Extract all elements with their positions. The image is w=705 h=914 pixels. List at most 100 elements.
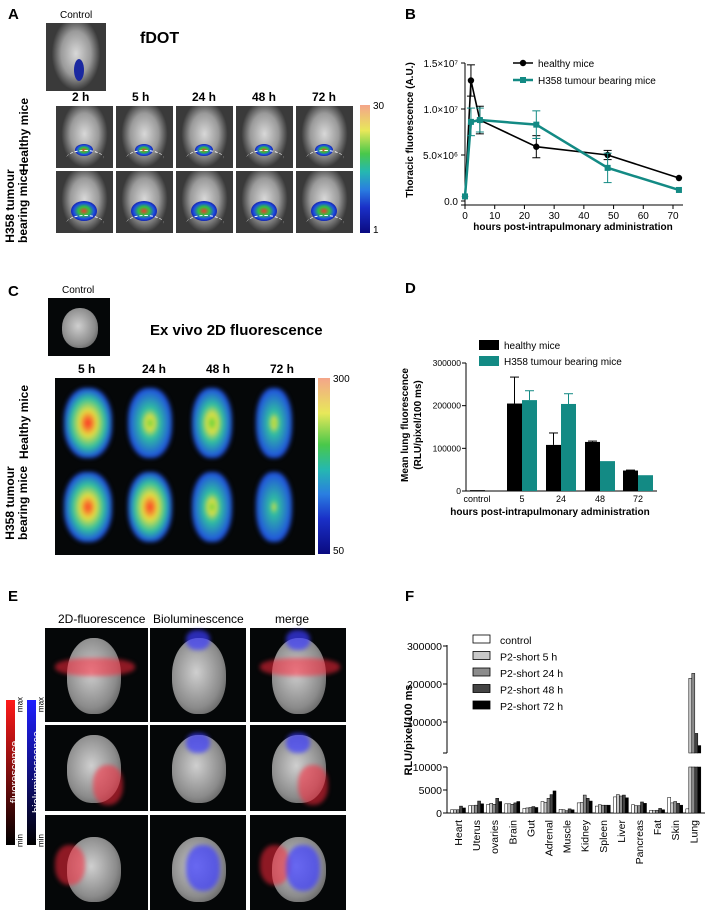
x-tick-label: 5 — [519, 494, 524, 504]
x-tick-label: 70 — [667, 211, 679, 222]
bar — [667, 797, 671, 814]
panel-label-c: C — [8, 283, 19, 300]
colorbar-min: 1 — [373, 225, 379, 236]
time-label-c: 24 h — [142, 362, 167, 376]
bar — [507, 403, 522, 491]
y-axis-label: RLU/pixel/100 ms — [403, 684, 415, 775]
x-tick-label: Gut — [525, 820, 537, 837]
lung-outline — [306, 215, 344, 232]
bar — [679, 804, 683, 814]
y-tick-label: 300000 — [433, 358, 462, 368]
bar — [459, 805, 463, 814]
bar — [486, 804, 490, 814]
colorbar-max-c: 300 — [333, 374, 350, 385]
bar — [600, 461, 615, 491]
legend-swatch — [479, 356, 499, 366]
bar — [619, 795, 623, 814]
lung-outline — [306, 150, 344, 167]
lung-outline — [246, 215, 284, 232]
ex-vivo-title: Ex vivo 2D fluorescence — [150, 322, 323, 339]
x-tick-label: Skin — [670, 820, 682, 841]
bar — [585, 441, 600, 491]
y-axis-label: (RLU/pixel/100 ms) — [413, 380, 424, 469]
legend-label: P2-short 72 h — [500, 701, 563, 713]
fdot-mouse-image — [175, 105, 234, 169]
y-tick-label: 0 — [436, 808, 442, 820]
lung-outline — [66, 215, 104, 232]
organ-image — [45, 725, 148, 811]
bar — [531, 806, 536, 814]
legend-label: H358 tumour bearing mice — [538, 76, 656, 87]
bar — [567, 808, 572, 814]
colorbar-max: 30 — [373, 101, 385, 112]
bar — [570, 809, 575, 814]
ex-vivo-lung-signal — [256, 388, 292, 458]
y-tick-label: 10000 — [413, 762, 442, 774]
fluorescence-overlay — [55, 658, 135, 676]
ex-vivo-lung-signal — [256, 472, 292, 542]
bar — [471, 805, 475, 814]
data-point — [467, 118, 474, 125]
x-tick-label: Pancreas — [634, 820, 646, 864]
time-label-c: 5 h — [78, 362, 96, 376]
x-tick-label: 48 — [595, 494, 605, 504]
legend-label: H358 tumour bearing mice — [504, 357, 622, 368]
lung-outline — [126, 215, 164, 232]
bioluminescence-overlay — [186, 733, 210, 753]
x-tick-label: 30 — [549, 211, 561, 222]
bioluminescence-overlay — [286, 845, 320, 891]
bar — [637, 805, 641, 814]
x-tick-label: Brain — [507, 820, 519, 845]
bar — [540, 801, 545, 814]
bar — [495, 798, 499, 814]
organ-image — [150, 815, 246, 910]
bar — [685, 808, 690, 814]
y-tick-label: 200000 — [407, 679, 442, 691]
bar — [661, 809, 665, 814]
x-axis-label: hours post-intrapulmonary administration — [450, 507, 649, 518]
time-label: 2 h — [72, 90, 90, 104]
y-tick-label: 5000 — [419, 785, 443, 797]
x-tick-label: Heart — [453, 820, 465, 846]
x-tick-label: Muscle — [562, 820, 574, 853]
bar — [634, 805, 638, 814]
bioluminescence-overlay — [286, 630, 310, 650]
data-point — [604, 164, 611, 171]
bar — [649, 809, 653, 814]
y-tick-label: 300000 — [407, 641, 442, 653]
organ-image — [150, 628, 246, 722]
legend-swatch — [472, 651, 491, 660]
panel-label-b: B — [405, 6, 416, 23]
bioluminescence-overlay — [186, 630, 210, 650]
panel-label-f: F — [405, 588, 415, 605]
panel-label-a: A — [8, 6, 19, 23]
ex-vivo-lung-signal — [64, 472, 112, 542]
legend-label: P2-short 48 h — [500, 685, 563, 697]
x-tick-label: Lung — [688, 820, 700, 844]
y-tick-label: 1.0×10⁷ — [424, 105, 459, 116]
x-tick-label: control — [463, 494, 490, 504]
lung-outline — [186, 215, 224, 232]
bar — [456, 809, 460, 814]
ex-vivo-lung-signal — [128, 472, 172, 542]
bar — [498, 801, 502, 814]
time-label: 24 h — [192, 90, 217, 104]
time-label: 72 h — [312, 90, 337, 104]
y-axis-label: Mean lung fluorescence — [400, 368, 411, 482]
bar — [546, 798, 551, 814]
legend-swatch — [479, 340, 499, 350]
control-lung-image — [48, 298, 110, 356]
legend-label: control — [500, 635, 532, 647]
ex-vivo-lung-signal — [64, 388, 112, 458]
data-point — [462, 193, 468, 200]
bar — [546, 444, 561, 491]
bar — [561, 809, 566, 814]
row-label-h358-c: H358 tumour bearing mice — [3, 465, 30, 541]
bar — [638, 475, 653, 491]
legend-label: P2-short 24 h — [500, 668, 563, 680]
bar — [582, 794, 587, 814]
bar — [585, 798, 590, 814]
bar — [480, 803, 484, 814]
x-tick-label: 40 — [578, 211, 590, 222]
